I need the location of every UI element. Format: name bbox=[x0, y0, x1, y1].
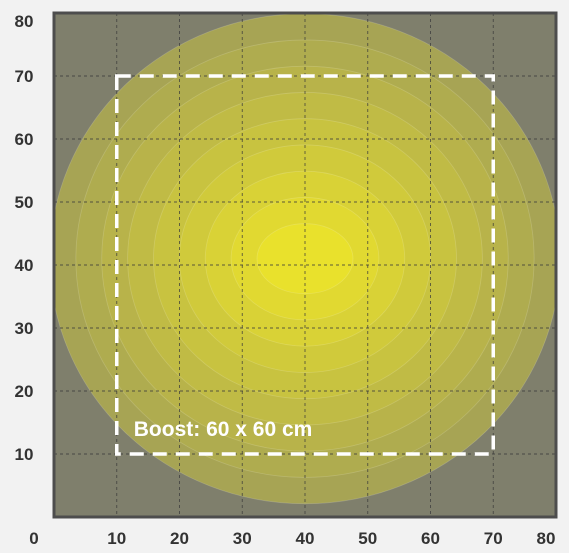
y-tick-label: 10 bbox=[15, 445, 34, 464]
boost-area-label: Boost: 60 x 60 cm bbox=[134, 418, 313, 441]
y-tick-label: 50 bbox=[15, 193, 34, 212]
x-tick-label: 40 bbox=[296, 529, 315, 548]
plot-frame bbox=[52, 11, 558, 519]
y-tick-label: 60 bbox=[15, 130, 34, 149]
x-tick-label: 70 bbox=[484, 529, 503, 548]
x-tick-label: 50 bbox=[358, 529, 377, 548]
x-tick-label: 60 bbox=[421, 529, 440, 548]
boost-area-outline bbox=[115, 74, 495, 456]
x-tick-label: 80 bbox=[537, 529, 556, 548]
x-tick-label: 0 bbox=[29, 529, 38, 548]
y-tick-label: 70 bbox=[15, 67, 34, 86]
y-tick-label: 40 bbox=[15, 256, 34, 275]
x-tick-label: 20 bbox=[170, 529, 189, 548]
y-tick-label: 80 bbox=[15, 12, 34, 31]
x-tick-label: 30 bbox=[233, 529, 252, 548]
x-tick-label: 10 bbox=[107, 529, 126, 548]
y-tick-label: 20 bbox=[15, 382, 34, 401]
y-tick-label: 30 bbox=[15, 319, 34, 338]
